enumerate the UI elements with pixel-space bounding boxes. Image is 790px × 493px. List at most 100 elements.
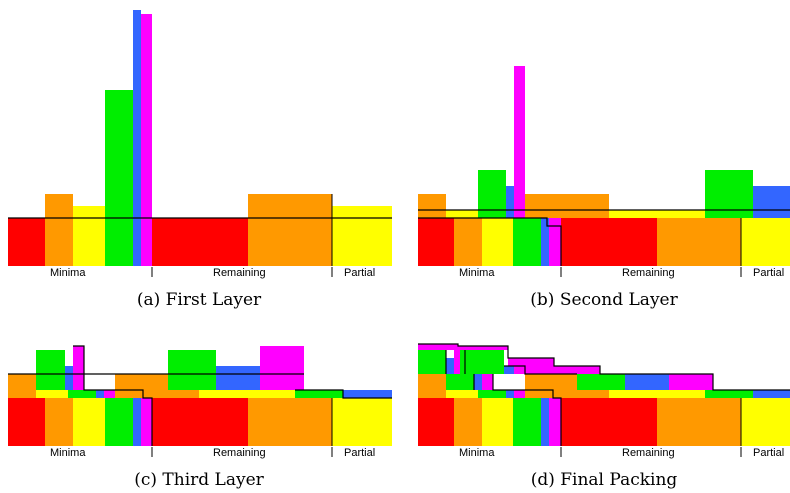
block [295, 390, 343, 398]
block [549, 218, 561, 266]
block [105, 90, 133, 266]
upper-layer-blocks [418, 344, 713, 390]
block [260, 346, 304, 390]
minima-label: Minima [459, 447, 495, 459]
block [418, 374, 446, 398]
block [454, 218, 482, 266]
panel-third-layer: Minima Remaining Partial (c) Third Layer [8, 345, 392, 490]
block [418, 344, 458, 350]
panel-caption: (b) Second Layer [530, 290, 678, 310]
block [332, 206, 392, 266]
block [168, 350, 216, 390]
block [141, 14, 152, 266]
panel-second-layer: Minima Remaining Partial (b) Second Laye… [418, 66, 790, 310]
panel-caption: (d) Final Packing [531, 470, 678, 490]
block [454, 350, 465, 374]
block [8, 398, 45, 446]
partial-label: Partial [753, 267, 784, 279]
block [561, 398, 657, 446]
skyline-outline [504, 365, 577, 375]
remaining-label: Remaining [622, 447, 675, 459]
block [753, 186, 790, 218]
block [741, 218, 790, 266]
block [482, 398, 513, 446]
block [133, 398, 141, 446]
block [36, 374, 65, 390]
base-blocks [418, 398, 790, 446]
block [96, 390, 104, 398]
block [73, 398, 105, 446]
block [454, 398, 482, 446]
block [482, 218, 513, 266]
block [460, 350, 504, 374]
block [36, 390, 68, 398]
block [741, 398, 790, 446]
block [541, 398, 549, 446]
block [73, 206, 105, 266]
partial-label: Partial [753, 447, 784, 459]
panel-first-layer: Minima Remaining Partial (a) First Layer [8, 10, 392, 310]
block [609, 210, 705, 218]
block [705, 390, 753, 398]
minima-label: Minima [50, 447, 86, 459]
block [513, 398, 541, 446]
block [133, 10, 141, 266]
block [343, 390, 392, 398]
block [68, 390, 96, 398]
third-layer-blocks [36, 346, 304, 390]
base-blocks [8, 398, 392, 446]
block [248, 398, 332, 446]
block [458, 346, 508, 350]
block [446, 358, 454, 374]
block [753, 390, 790, 398]
partial-label: Partial [344, 267, 375, 279]
block [105, 398, 133, 446]
block [418, 218, 454, 266]
block [248, 194, 332, 266]
skyline-outline [418, 343, 790, 391]
block [506, 186, 514, 218]
panel-caption: (c) Third Layer [134, 470, 264, 490]
block [216, 366, 260, 390]
block [541, 218, 549, 266]
skyline-outline [295, 389, 392, 399]
block [478, 170, 506, 218]
block [577, 374, 625, 390]
block [514, 66, 525, 218]
skyline-outline [418, 217, 562, 266]
remaining-label: Remaining [213, 267, 266, 279]
base-blocks [8, 10, 392, 266]
panel-final-packing: Minima Remaining Partial (d) Final Packi… [418, 343, 790, 490]
block [609, 390, 705, 398]
block [199, 390, 295, 398]
block [625, 374, 669, 390]
second-layer-blocks [8, 374, 392, 398]
block [513, 218, 541, 266]
block [418, 350, 446, 374]
base-blocks [418, 218, 790, 266]
block [8, 218, 45, 266]
block [446, 390, 478, 398]
skyline-outline [445, 350, 562, 446]
block [669, 374, 713, 390]
remaining-label: Remaining [213, 447, 266, 459]
partial-label: Partial [344, 447, 375, 459]
block [45, 194, 73, 266]
block [554, 366, 600, 374]
block [506, 390, 514, 398]
block [36, 350, 65, 374]
block [73, 346, 84, 390]
block [152, 218, 248, 266]
block [446, 374, 474, 390]
block [45, 398, 73, 446]
minima-label: Minima [459, 267, 495, 279]
block [705, 170, 753, 218]
block [561, 218, 657, 266]
block [104, 390, 115, 398]
second-layer-blocks [418, 66, 790, 218]
block [525, 194, 609, 218]
block [482, 374, 493, 390]
block [418, 194, 446, 218]
block [508, 358, 554, 366]
